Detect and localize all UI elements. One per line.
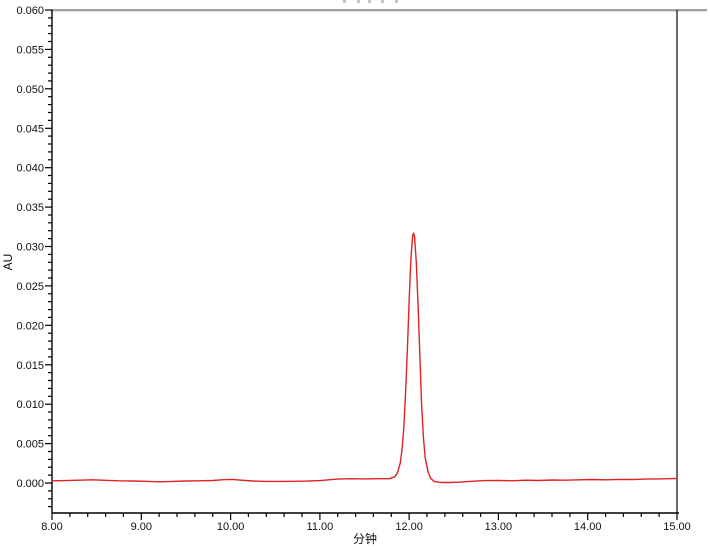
cropped-title-fragment xyxy=(395,0,398,3)
y-tick-label: 0.010 xyxy=(16,399,44,411)
cropped-title-fragment xyxy=(368,0,371,3)
x-tick-label: 8.00 xyxy=(41,521,62,533)
x-axis-title: 分钟 xyxy=(352,532,377,546)
y-tick-label: 0.020 xyxy=(16,320,44,332)
x-tick-label: 12.00 xyxy=(395,521,423,533)
y-tick-label: 0.030 xyxy=(16,242,44,254)
y-tick-label: 0.015 xyxy=(16,360,44,372)
cropped-title-fragment xyxy=(381,0,384,3)
cropped-title-fragment xyxy=(357,0,360,3)
y-tick-label: 0.005 xyxy=(16,439,44,451)
y-tick-label: 0.040 xyxy=(16,163,44,175)
x-tick-label: 11.00 xyxy=(307,521,334,533)
y-tick-label: 0.050 xyxy=(16,84,44,96)
y-tick-label: 0.025 xyxy=(16,281,44,293)
y-axis-title: AU xyxy=(1,253,15,271)
x-tick-label: 13.00 xyxy=(485,521,513,533)
x-tick-label: 9.00 xyxy=(131,521,152,533)
y-tick-label: 0.060 xyxy=(16,5,44,17)
cropped-title-fragment xyxy=(343,0,346,3)
x-tick-label: 15.00 xyxy=(663,521,691,533)
x-tick-label: 10.00 xyxy=(217,521,245,533)
y-tick-label: 0.045 xyxy=(16,123,44,135)
chromatogram-trace xyxy=(51,232,678,484)
y-tick-label: 0.055 xyxy=(16,44,44,56)
x-tick-label: 14.00 xyxy=(574,521,602,533)
y-tick-label: 0.000 xyxy=(16,478,44,490)
y-tick-label: 0.035 xyxy=(16,202,44,214)
